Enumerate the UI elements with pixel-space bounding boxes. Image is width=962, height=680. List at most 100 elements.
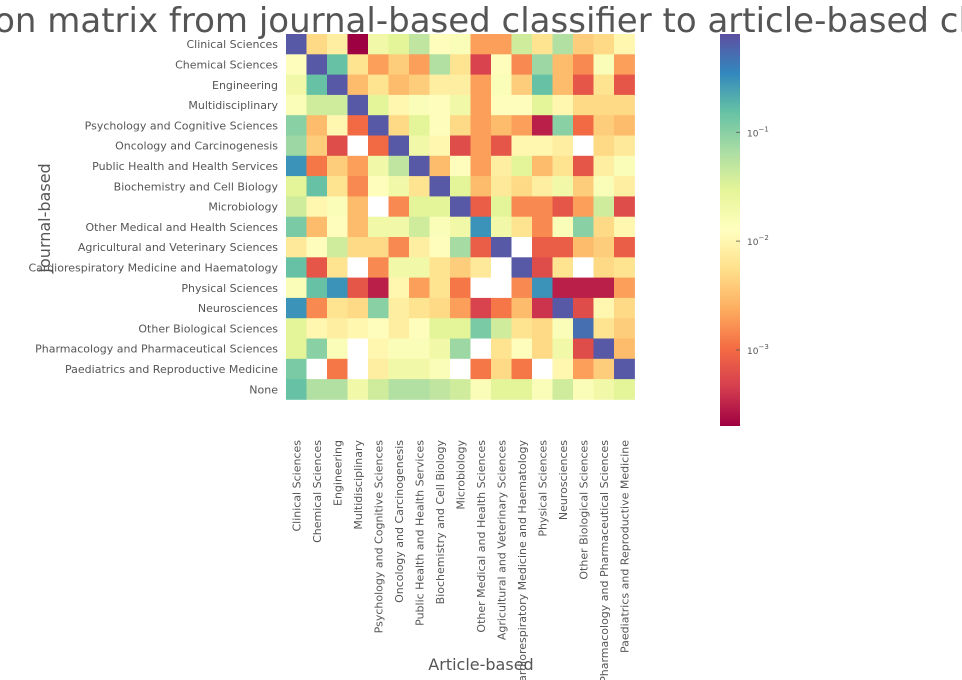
heatmap-cell: [347, 379, 369, 400]
heatmap-cell: [450, 135, 471, 157]
heatmap-cell: [491, 216, 512, 238]
heatmap-cell: [409, 115, 430, 136]
heatmap-cell: [470, 155, 492, 177]
heatmap-cell: [470, 237, 492, 258]
heatmap-cell: [532, 379, 553, 400]
heatmap-cell: [573, 379, 594, 400]
heatmap-cell: [552, 277, 574, 299]
heatmap-cell: [347, 216, 369, 238]
heatmap-cell: [552, 338, 574, 360]
heatmap-cell: [327, 379, 348, 400]
x-tick-label: Other Biological Sciences: [577, 440, 590, 580]
heatmap-cell: [593, 135, 615, 157]
colorbar-tick-label: 10−3: [747, 343, 769, 357]
heatmap-cell: [614, 74, 635, 96]
heatmap-cell: [429, 338, 451, 360]
heatmap-cell: [532, 277, 553, 299]
heatmap-cell: [573, 94, 594, 116]
heatmap-cell: [511, 74, 533, 96]
heatmap-cell: [552, 155, 574, 177]
heatmap-cell: [470, 34, 492, 55]
heatmap-cell: [614, 277, 635, 299]
heatmap-cell: [286, 74, 307, 96]
heatmap-cell: [368, 277, 389, 299]
heatmap-cell: [614, 237, 635, 258]
heatmap-cell: [511, 379, 533, 400]
heatmap-cell: [388, 297, 410, 319]
heatmap-cell: [552, 54, 574, 75]
heatmap-cell: [286, 277, 307, 299]
heatmap-cell: [491, 257, 512, 278]
heatmap-cell: [368, 34, 389, 55]
heatmap-cell: [552, 34, 574, 55]
heatmap-cell: [470, 54, 492, 75]
heatmap-cell: [347, 358, 369, 380]
heatmap-cell: [306, 135, 328, 157]
heatmap-cell: [306, 379, 328, 400]
heatmap-cell: [593, 196, 615, 218]
heatmap-cell: [593, 338, 615, 360]
heatmap-cell: [511, 155, 533, 177]
heatmap-cell: [450, 74, 471, 96]
heatmap-cell: [327, 74, 348, 96]
heatmap-cell: [532, 135, 553, 157]
heatmap-cell: [409, 358, 430, 380]
heatmap-cell: [306, 34, 328, 55]
heatmap-cell: [327, 237, 348, 258]
heatmap-cell: [470, 277, 492, 299]
heatmap-cell: [491, 196, 512, 218]
heatmap-cell: [614, 318, 635, 339]
heatmap-cell: [388, 257, 410, 278]
y-tick-label: Paediatrics and Reproductive Medicine: [65, 363, 278, 376]
heatmap-cell: [388, 115, 410, 136]
heatmap-cell: [429, 94, 451, 116]
heatmap-cell: [614, 176, 635, 197]
heatmap-cell: [450, 338, 471, 360]
heatmap-cell: [388, 34, 410, 55]
heatmap-cell: [593, 176, 615, 197]
y-tick-label: Public Health and Health Services: [92, 160, 278, 173]
heatmap-cell: [470, 297, 492, 319]
heatmap-cell: [593, 237, 615, 258]
heatmap-cell: [573, 277, 594, 299]
heatmap-cell: [347, 237, 369, 258]
heatmap-cell: [491, 135, 512, 157]
heatmap-cell: [327, 155, 348, 177]
heatmap-cell: [532, 237, 553, 258]
heatmap-cell: [573, 196, 594, 218]
heatmap-cell: [573, 297, 594, 319]
x-tick-label: Cardiorespiratory Medicine and Haematolo…: [516, 440, 529, 680]
heatmap-cell: [491, 358, 512, 380]
heatmap-cell: [573, 338, 594, 360]
heatmap-cell: [532, 34, 553, 55]
heatmap-cell: [429, 297, 451, 319]
heatmap-cell: [409, 216, 430, 238]
heatmap-cell: [327, 115, 348, 136]
heatmap-cell: [409, 135, 430, 157]
heatmap-cell: [347, 155, 369, 177]
heatmap-cell: [409, 277, 430, 299]
heatmap-cell: [306, 297, 328, 319]
heatmap-cell: [552, 257, 574, 278]
heatmap-cell: [429, 196, 451, 218]
heatmap-cell: [429, 155, 451, 177]
heatmap-cell: [306, 257, 328, 278]
heatmap-cell: [593, 34, 615, 55]
heatmap-cell: [286, 216, 307, 238]
heatmap-cell: [368, 338, 389, 360]
heatmap-cell: [614, 297, 635, 319]
heatmap-cell: [286, 135, 307, 157]
heatmap-cell: [347, 338, 369, 360]
heatmap-cell: [306, 155, 328, 177]
heatmap-cell: [286, 297, 307, 319]
heatmap-cell: [327, 196, 348, 218]
heatmap-cell: [614, 196, 635, 218]
heatmap-cell: [429, 237, 451, 258]
heatmap-cell: [327, 257, 348, 278]
heatmap-cell: [429, 74, 451, 96]
y-tick-label: Physical Sciences: [181, 282, 278, 295]
heatmap-cell: [470, 338, 492, 360]
heatmap-cell: [388, 216, 410, 238]
heatmap-cell: [450, 34, 471, 55]
